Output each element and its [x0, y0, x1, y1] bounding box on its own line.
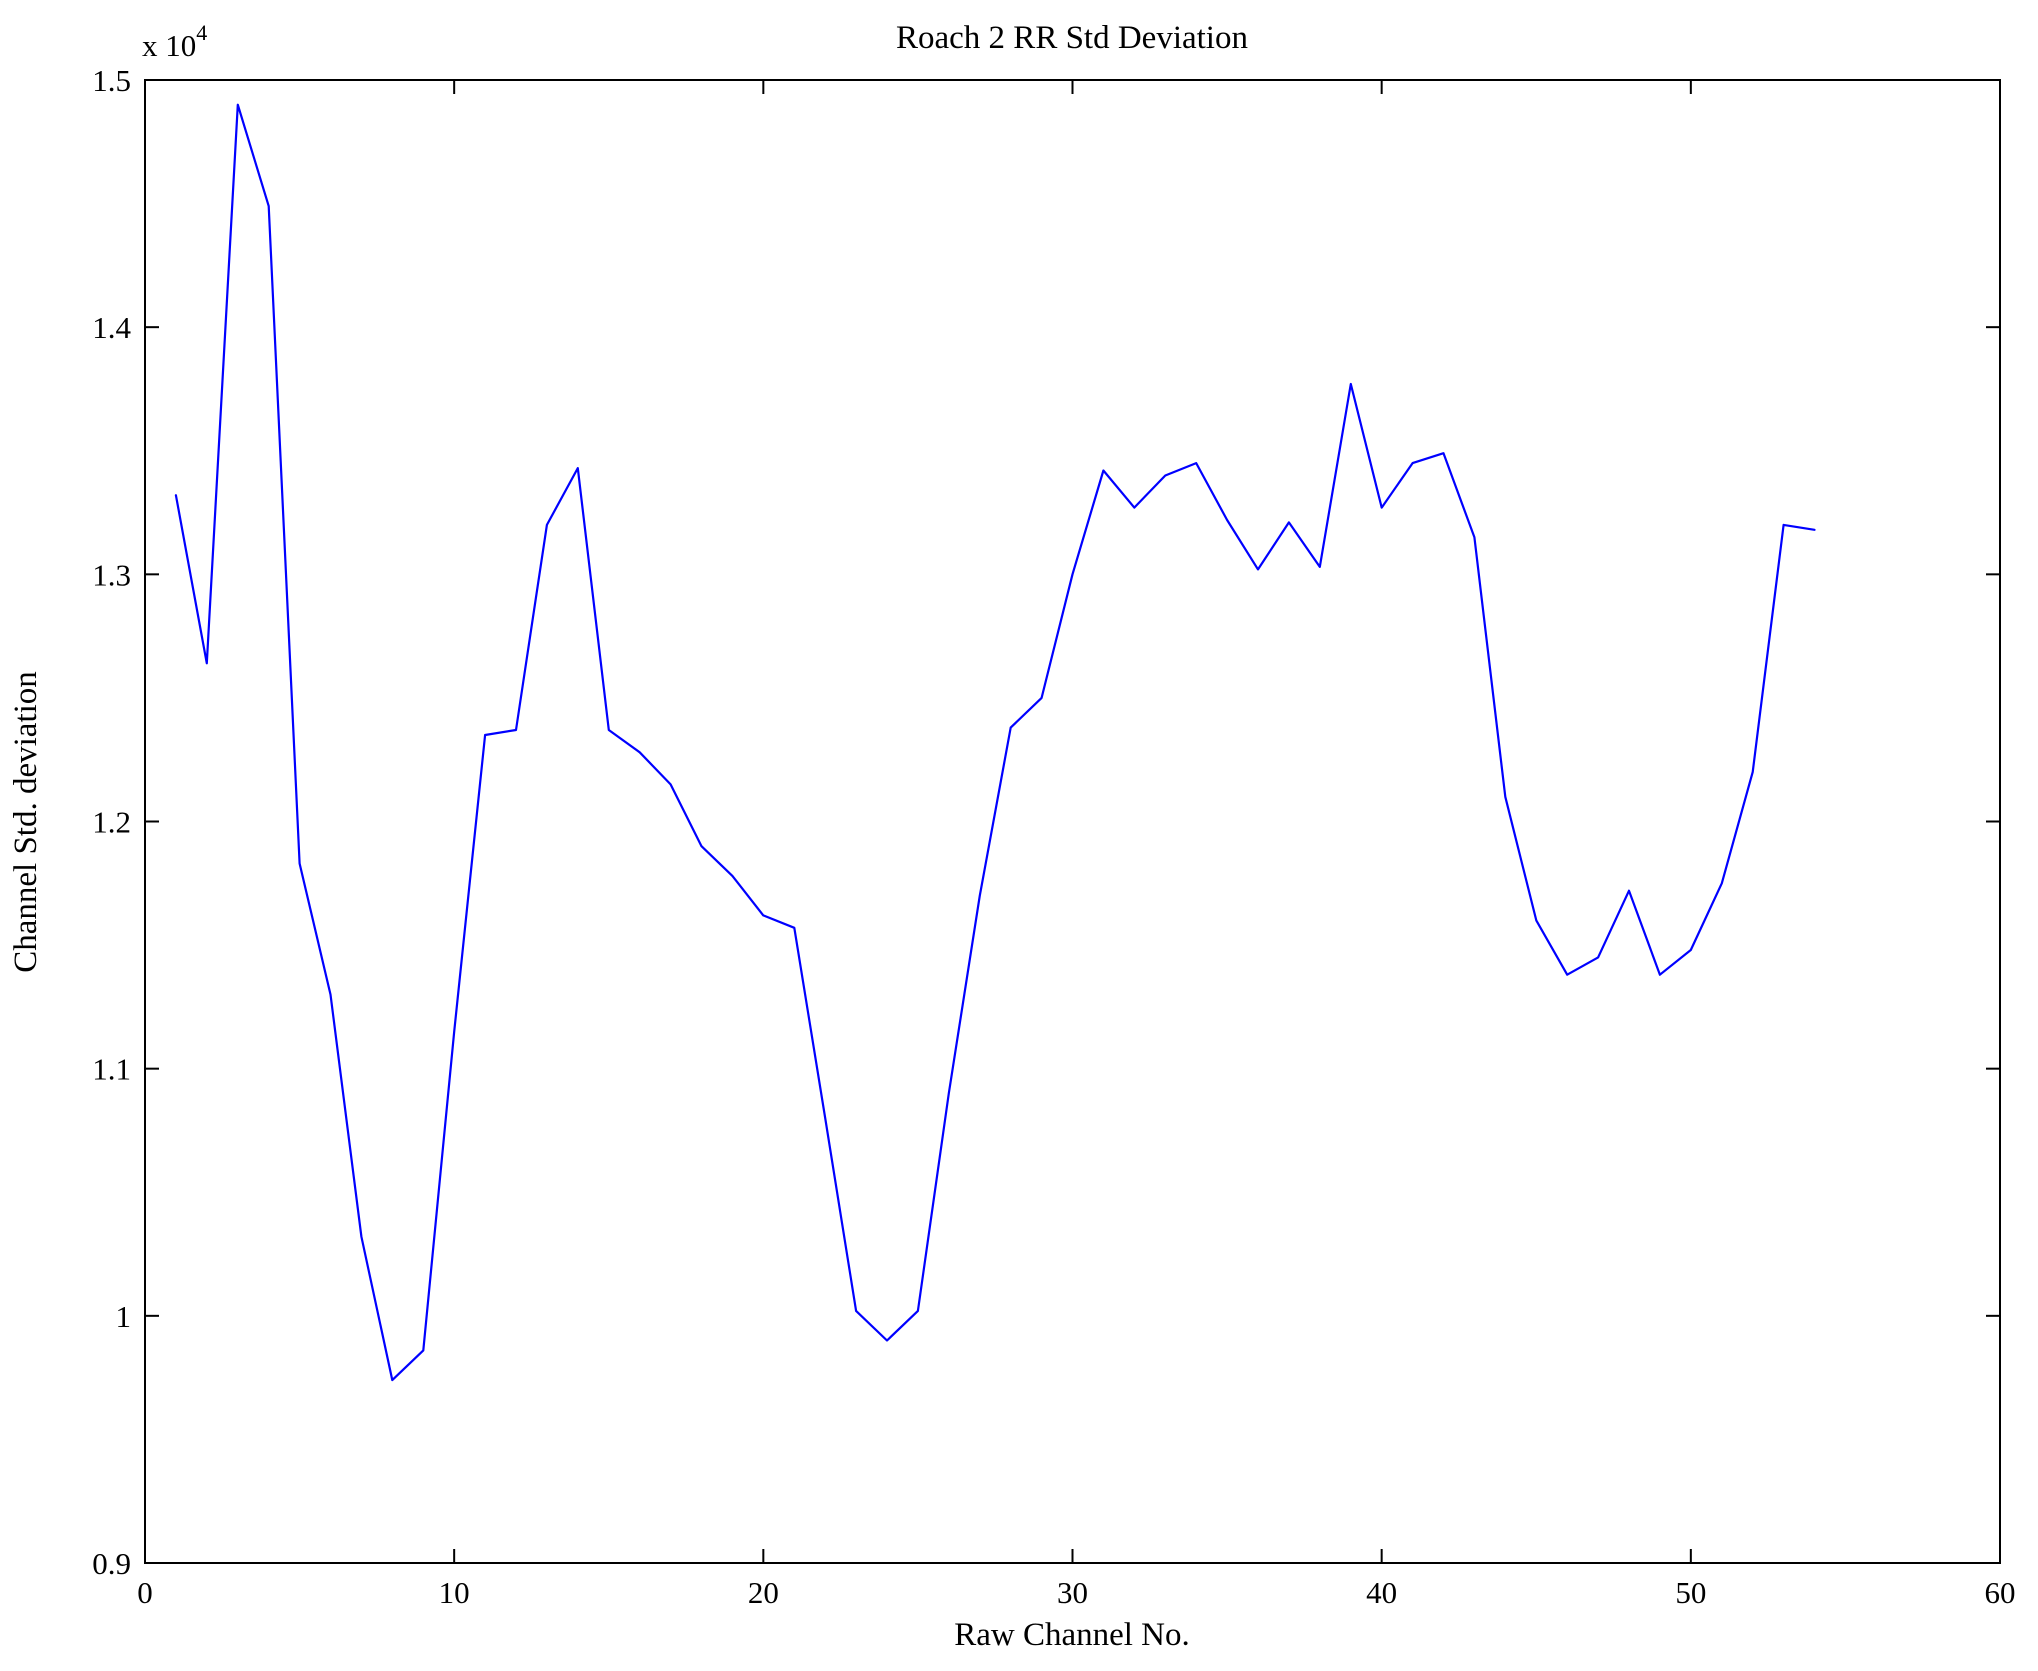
y-tick-label: 1.2	[92, 805, 131, 840]
y-tick-label: 0.9	[92, 1546, 131, 1581]
x-tick-label: 30	[1057, 1575, 1088, 1610]
x-tick-label: 40	[1366, 1575, 1397, 1610]
plot-area: 0 10 20 30 40 50 60 0.9 1 1.1 1.2 1.3 1.4 1.5	[92, 63, 2015, 1610]
y-tick-label: 1.3	[92, 557, 131, 592]
x-tick-label: 10	[439, 1575, 470, 1610]
y-tick-label: 1.4	[92, 310, 131, 345]
chart-title: Roach 2 RR Std Deviation	[896, 20, 1248, 56]
x-tick-label: 0	[137, 1575, 153, 1610]
x-tick-label: 50	[1675, 1575, 1706, 1610]
x-axis-label: Raw Channel No.	[954, 1617, 1190, 1653]
y-tick-label: 1.1	[92, 1052, 131, 1087]
y-tick-label: 1.5	[92, 63, 131, 98]
series-line	[174, 103, 1816, 1382]
y-axis-multiplier-exponent: 4	[196, 20, 207, 45]
y-axis-multiplier: x 104	[142, 20, 207, 63]
y-axis-label: Channel Std. deviation	[8, 671, 44, 973]
x-tick-label: 20	[748, 1575, 779, 1610]
x-tick-label: 60	[1985, 1575, 2016, 1610]
y-tick-label: 1	[116, 1299, 132, 1334]
y-axis-multiplier-base: x 10	[142, 28, 196, 63]
